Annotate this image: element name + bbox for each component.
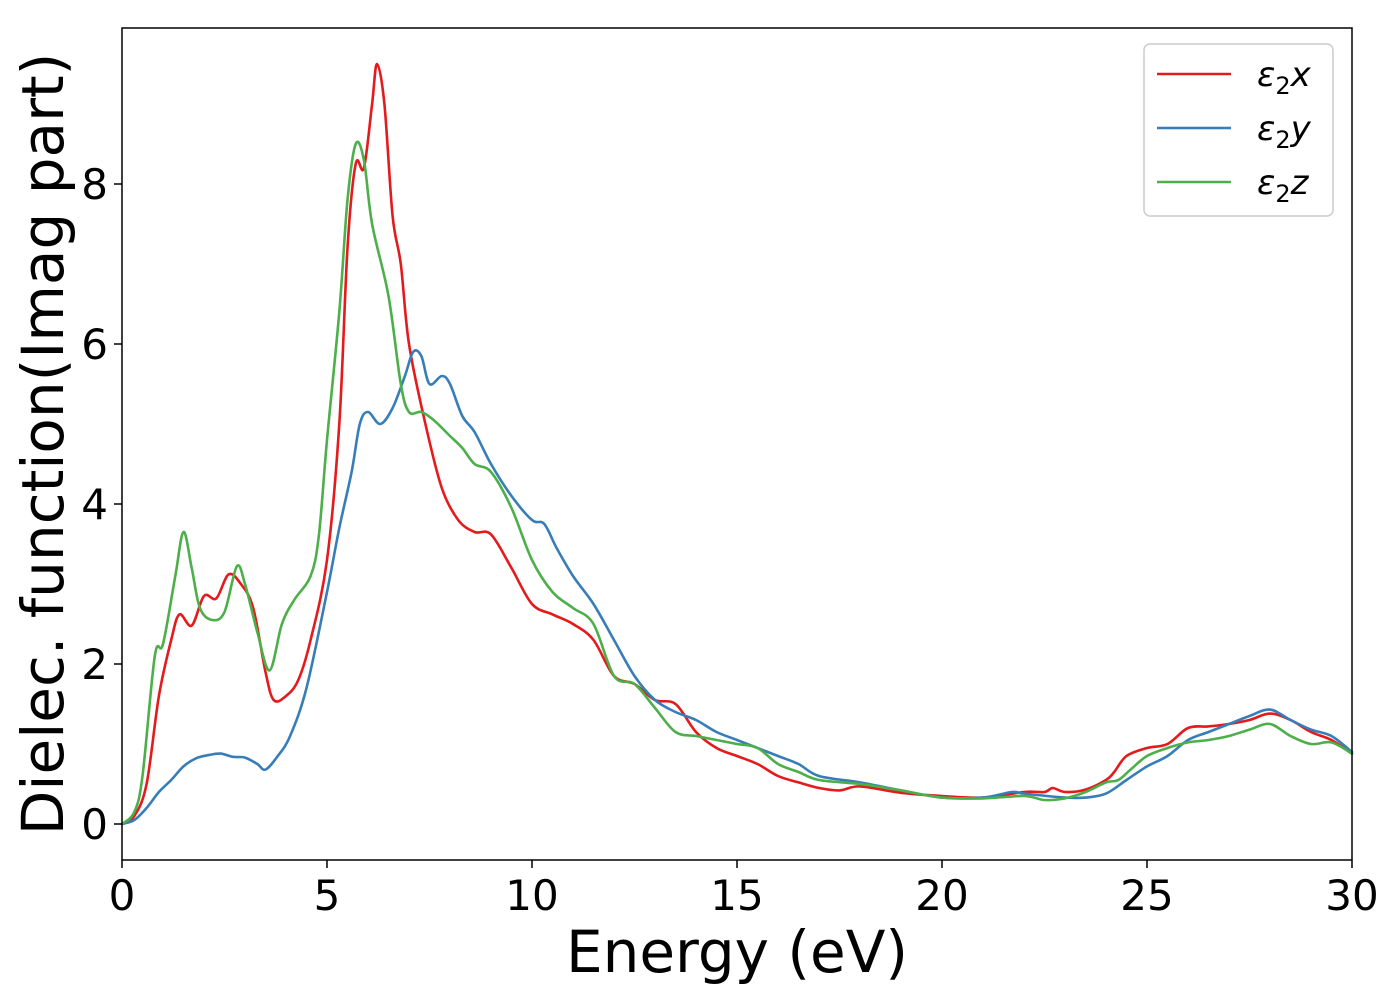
x-tick-label: 25 (1120, 871, 1173, 920)
x-tick-label: 0 (109, 871, 136, 920)
x-tick-label: 15 (710, 871, 763, 920)
y-tick-label: 0 (81, 800, 108, 849)
legend-label-z: ε2z (1257, 163, 1310, 208)
series-line-x (120, 62, 1354, 826)
series-layer (120, 62, 1354, 826)
legend-entries: ε2x ε2y ε2z (1157, 55, 1312, 208)
series-line-z (120, 140, 1354, 826)
y-tick-label: 2 (81, 640, 108, 689)
legend-box (1143, 43, 1334, 217)
y-axis: 0 2 4 6 8 (81, 160, 122, 849)
y-tick-label: 8 (81, 160, 108, 209)
y-tick-label: 6 (81, 320, 108, 369)
series-line-y (120, 349, 1354, 826)
x-axis-label: Energy (eV) (566, 918, 908, 986)
legend: ε2x ε2y ε2z (1143, 43, 1334, 217)
x-tick-label: 10 (505, 871, 558, 920)
legend-label-y: ε2y (1257, 109, 1312, 154)
x-tick-label: 5 (314, 871, 341, 920)
y-tick-label: 4 (81, 480, 108, 529)
legend-label-x: ε2x (1257, 55, 1312, 100)
y-axis-label: Dielec. function(Imag part) (9, 53, 77, 836)
x-tick-label: 20 (915, 871, 968, 920)
x-tick-label: 30 (1325, 871, 1378, 920)
x-axis: 0 5 10 15 20 25 30 (109, 860, 1379, 920)
